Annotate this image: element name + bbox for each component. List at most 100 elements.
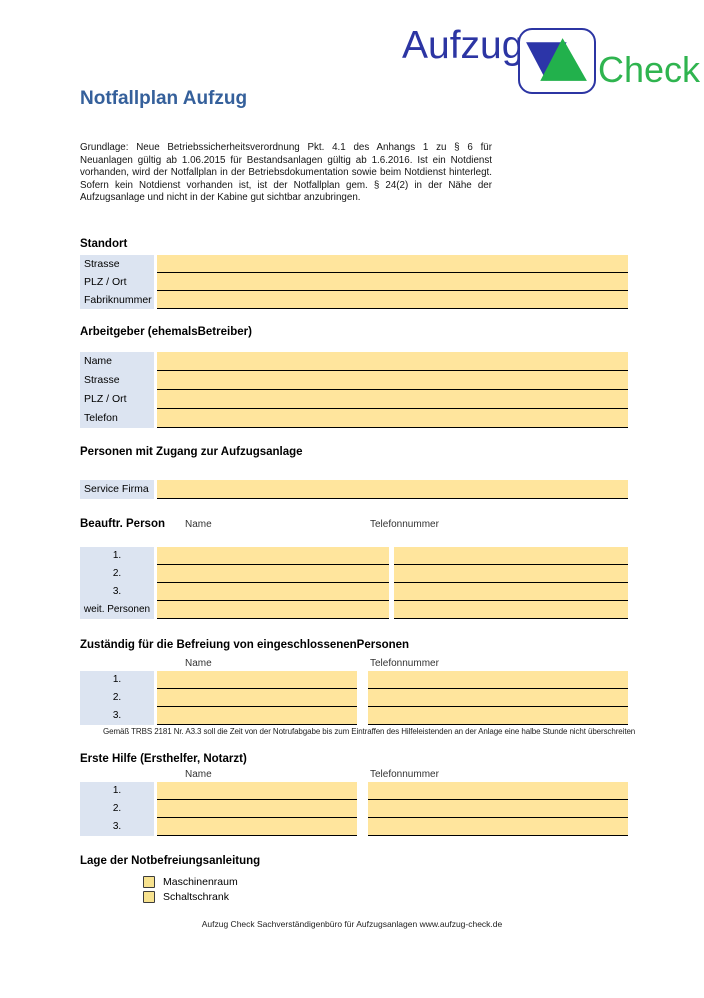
maschinenraum-checkbox[interactable] <box>143 875 155 888</box>
befreiung-1-name-input[interactable] <box>157 670 357 689</box>
arbeitgeber-plz-ort-input[interactable] <box>157 389 628 409</box>
form-row: 2. <box>80 799 628 818</box>
beauftragte-weitere-phone-input[interactable] <box>394 600 628 619</box>
row-label: 1. <box>80 781 154 800</box>
column-header-telefonnummer: Telefonnummer <box>370 518 439 530</box>
field-label: Name <box>80 351 154 371</box>
standort-fabriknummer-input[interactable] <box>157 290 628 309</box>
standort-strasse-input[interactable] <box>157 254 628 273</box>
form-row: 2. <box>80 688 628 707</box>
aufzug-check-logo: Aufzug Check <box>402 12 700 102</box>
trbs-note: Gemäß TRBS 2181 Nr. A3.3 soll die Zeit v… <box>103 726 636 736</box>
befreiung-2-name-input[interactable] <box>157 688 357 707</box>
befreiung-2-phone-input[interactable] <box>368 688 628 707</box>
field-label: Strasse <box>80 254 154 273</box>
cell-gap <box>154 546 157 565</box>
beauftragte-2-name-input[interactable] <box>157 564 389 583</box>
form-row: PLZ / Ort <box>80 272 628 291</box>
cell-gap <box>154 564 157 583</box>
intro-paragraph: Grundlage: Neue Betriebssicherheitsveror… <box>80 142 492 204</box>
column-gap <box>357 799 368 818</box>
field-label: PLZ / Ort <box>80 389 154 409</box>
beauftragte-weitere-name-input[interactable] <box>157 600 389 619</box>
row-label: 2. <box>80 799 154 818</box>
cell-gap <box>154 370 157 390</box>
field-label: Telefon <box>80 408 154 428</box>
column-gap <box>357 688 368 707</box>
arbeitgeber-name-input[interactable] <box>157 351 628 371</box>
schaltschrank-checkbox[interactable] <box>143 890 155 903</box>
erste-hilfe-3-name-input[interactable] <box>157 817 357 836</box>
beauftragte-table: 1. 2. 3. weit. Personen <box>80 546 628 619</box>
arbeitgeber-telefon-input[interactable] <box>157 408 628 428</box>
befreiung-1-phone-input[interactable] <box>368 670 628 689</box>
befreiung-3-name-input[interactable] <box>157 706 357 725</box>
erste-hilfe-column-headers: Name Telefonnummer <box>80 768 628 781</box>
arbeitgeber-table: Name Strasse PLZ / Ort Telefon <box>80 351 628 428</box>
row-label: 2. <box>80 688 154 707</box>
erste-hilfe-1-name-input[interactable] <box>157 781 357 800</box>
cell-gap <box>154 600 157 619</box>
section-heading-erste-hilfe: Erste Hilfe (Ersthelfer, Notarzt) <box>80 752 247 765</box>
row-label: 1. <box>80 546 154 565</box>
form-row: weit. Personen <box>80 600 628 619</box>
column-header-name: Name <box>185 518 212 530</box>
row-label: 3. <box>80 706 154 725</box>
field-label: PLZ / Ort <box>80 272 154 291</box>
befreiung-3-phone-input[interactable] <box>368 706 628 725</box>
standort-plz-ort-input[interactable] <box>157 272 628 291</box>
logo-word-aufzug: Aufzug <box>402 24 524 67</box>
service-firma-input[interactable] <box>157 479 628 499</box>
cell-gap <box>154 254 157 273</box>
cell-gap <box>154 389 157 409</box>
checkbox-row: Schaltschrank <box>143 890 628 904</box>
form-row: 1. <box>80 546 628 565</box>
form-row: 1. <box>80 670 628 689</box>
column-gap <box>389 582 394 601</box>
form-row: 2. <box>80 564 628 583</box>
row-label: 2. <box>80 564 154 583</box>
form-row: Strasse <box>80 254 628 273</box>
beauftragte-3-name-input[interactable] <box>157 582 389 601</box>
form-row: Telefon <box>80 408 628 428</box>
section-heading-beauftragte: Beauftr. Person <box>80 517 165 530</box>
column-header-telefonnummer: Telefonnummer <box>370 768 439 780</box>
erste-hilfe-3-phone-input[interactable] <box>368 817 628 836</box>
notbefreiung-options: Maschinenraum Schaltschrank <box>143 875 628 904</box>
erste-hilfe-2-name-input[interactable] <box>157 799 357 818</box>
erste-hilfe-table: 1. 2. 3. <box>80 781 628 836</box>
cell-gap <box>154 688 157 707</box>
arbeitgeber-strasse-input[interactable] <box>157 370 628 390</box>
beauftragte-3-phone-input[interactable] <box>394 582 628 601</box>
beauftragte-1-name-input[interactable] <box>157 546 389 565</box>
cell-gap <box>154 408 157 428</box>
form-row: Service Firma <box>80 479 628 499</box>
column-gap <box>357 670 368 689</box>
cell-gap <box>154 817 157 836</box>
form-row: Name <box>80 351 628 371</box>
form-row: Strasse <box>80 370 628 390</box>
column-gap <box>389 546 394 565</box>
column-header-telefonnummer: Telefonnummer <box>370 657 439 669</box>
beauftragte-1-phone-input[interactable] <box>394 546 628 565</box>
erste-hilfe-1-phone-input[interactable] <box>368 781 628 800</box>
form-row: 3. <box>80 817 628 836</box>
column-gap <box>389 564 394 583</box>
erste-hilfe-2-phone-input[interactable] <box>368 799 628 818</box>
row-label: 1. <box>80 670 154 689</box>
row-label: weit. Personen <box>80 600 154 619</box>
checkbox-label: Schaltschrank <box>163 890 229 903</box>
cell-gap <box>154 351 157 371</box>
column-gap <box>357 781 368 800</box>
cell-gap <box>154 479 157 499</box>
logo-triangles-icon <box>518 28 596 94</box>
cell-gap <box>154 799 157 818</box>
column-header-name: Name <box>185 657 212 669</box>
form-row: 3. <box>80 582 628 601</box>
form-row: 1. <box>80 781 628 800</box>
zugang-table: Service Firma <box>80 479 628 499</box>
cell-gap <box>154 781 157 800</box>
page-title: Notfallplan Aufzug <box>80 88 248 109</box>
beauftragte-2-phone-input[interactable] <box>394 564 628 583</box>
